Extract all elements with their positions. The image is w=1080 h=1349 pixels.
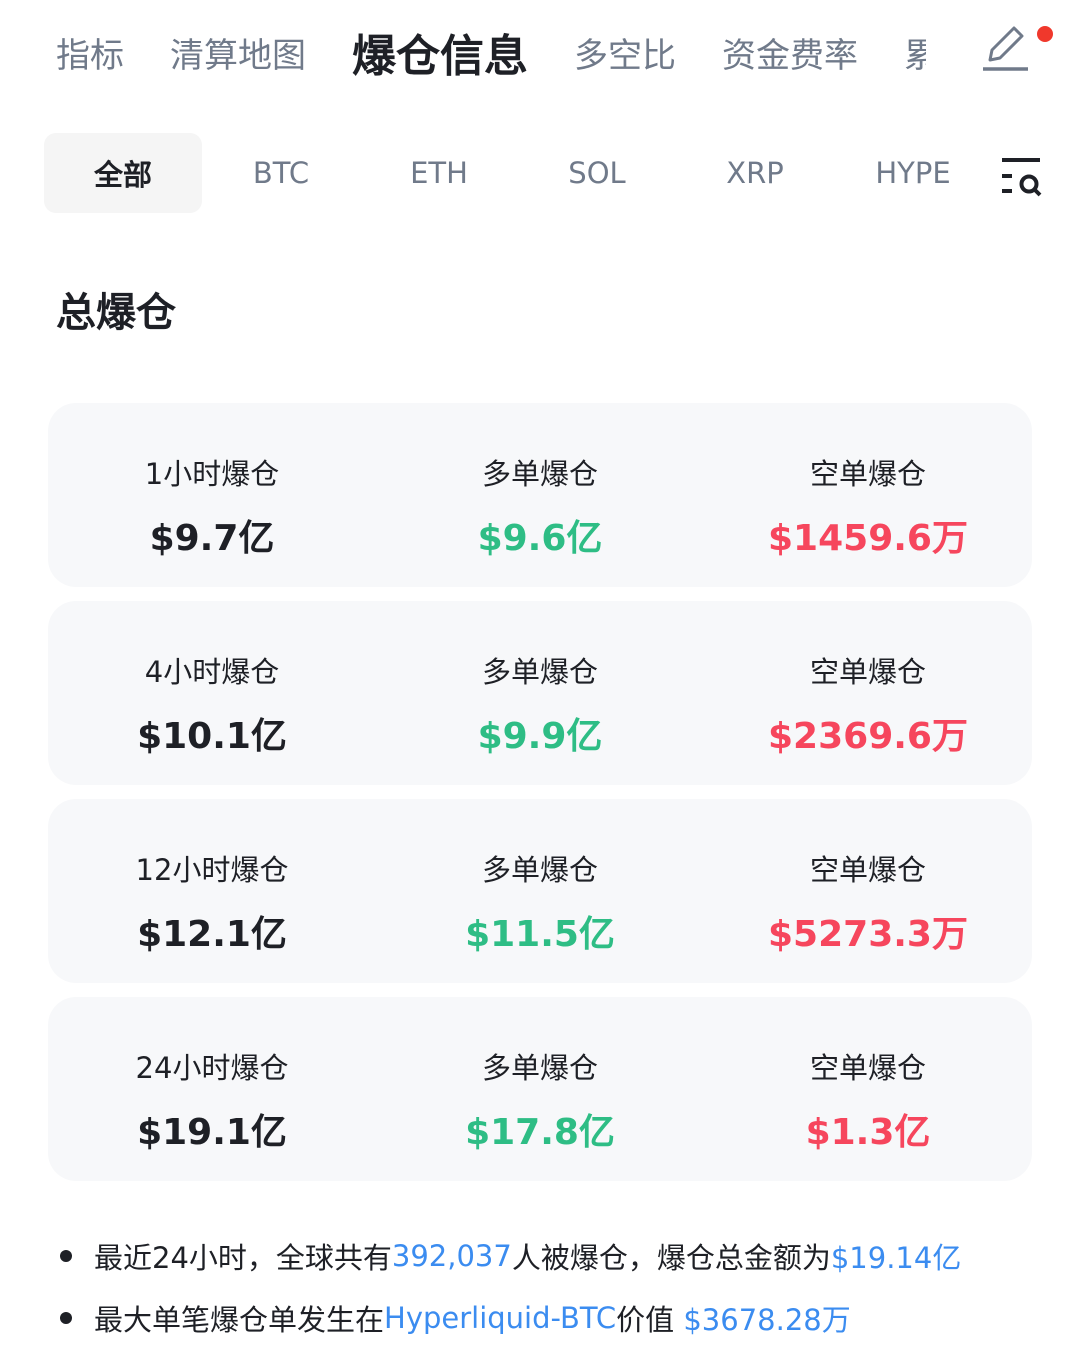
long-label: 多单爆仓 [481,1051,598,1085]
long-value: $9.9亿 [477,716,603,757]
short-value: $5273.3万 [768,914,968,955]
long-value: $11.5亿 [465,914,615,955]
short-label: 空单爆仓 [809,853,926,887]
short-value: $1459.6万 [768,518,968,559]
tab-long-short-ratio[interactable]: 多空比 [574,35,676,76]
bullet-icon [60,1250,72,1262]
long-label: 多单爆仓 [481,853,598,887]
coin-tab-sol[interactable]: SOL [568,156,626,190]
liquidation-card-1h: 1小时爆仓 $9.7亿 多单爆仓 $9.6亿 空单爆仓 $1459.6万 [48,403,1032,587]
summary-item-largest: 最大单笔爆仓单发生在 Hyperliquid-BTC 价值 $3678.28万 [60,1287,961,1349]
short-label: 空单爆仓 [809,457,926,491]
edit-icon[interactable] [980,22,1032,74]
total-value: $10.1亿 [137,716,287,757]
summary-text: 人被爆仓，爆仓总金额为 [511,1241,831,1275]
coin-tab-all[interactable]: 全部 [44,133,202,213]
tab-indicators[interactable]: 指标 [56,35,124,76]
long-label: 多单爆仓 [481,457,598,491]
tab-liquidation-map[interactable]: 清算地图 [170,35,306,76]
summary-list: 最近24小时，全球共有 392,037 人被爆仓，爆仓总金额为 $19.14亿 最大单… [60,1225,961,1349]
section-title: 总爆仓 [56,290,176,336]
summary-item-24h: 最近24小时，全球共有 392,037 人被爆仓，爆仓总金额为 $19.14亿 [60,1225,961,1287]
coin-tabs: 全部 BTC ETH SOL XRP HYPE [44,133,1080,213]
search-filter-icon[interactable] [1000,156,1046,198]
coin-tab-xrp[interactable]: XRP [726,156,784,190]
period-label: 1小时爆仓 [144,457,280,491]
short-label: 空单爆仓 [809,655,926,689]
bullet-icon [60,1312,72,1324]
summary-text: 最大单笔爆仓单发生在 [94,1303,385,1337]
short-value: $1.3亿 [805,1112,931,1153]
summary-text: 最近24小时，全球共有 [94,1241,392,1275]
period-label: 24小时爆仓 [135,1051,289,1085]
liquidation-card-24h: 24小时爆仓 $19.1亿 多单爆仓 $17.8亿 空单爆仓 $1.3亿 [48,997,1032,1181]
summary-text: 价值 [616,1303,684,1337]
short-value: $2369.6万 [768,716,968,757]
period-label: 4小时爆仓 [144,655,280,689]
liquidation-card-4h: 4小时爆仓 $10.1亿 多单爆仓 $9.9亿 空单爆仓 $2369.6万 [48,601,1032,785]
total-value: $9.7亿 [149,518,275,559]
long-value: $9.6亿 [477,518,603,559]
tab-more[interactable]: 累 [904,35,926,76]
period-label: 12小时爆仓 [135,853,289,887]
total-value: $12.1亿 [137,914,287,955]
coin-tab-btc[interactable]: BTC [252,156,310,190]
long-value: $17.8亿 [465,1112,615,1153]
largest-market-link[interactable]: Hyperliquid-BTC [384,1301,617,1335]
total-value: $19.1亿 [137,1112,287,1153]
tab-liquidation-info[interactable]: 爆仓信息 [352,31,528,82]
largest-value: $3678.28万 [683,1303,851,1337]
top-tabs: 指标 清算地图 爆仓信息 多空比 资金费率 累 [56,22,1080,82]
notification-dot [1037,26,1053,42]
total-amount: $19.14亿 [830,1241,962,1275]
coin-tab-eth[interactable]: ETH [410,156,468,190]
coin-tab-hype[interactable]: HYPE [875,156,951,190]
short-label: 空单爆仓 [809,1051,926,1085]
tab-funding-rate[interactable]: 资金费率 [722,35,858,76]
liquidation-card-12h: 12小时爆仓 $12.1亿 多单爆仓 $11.5亿 空单爆仓 $5273.3万 [48,799,1032,983]
liquidated-count: 392,037 [391,1239,512,1273]
long-label: 多单爆仓 [481,655,598,689]
